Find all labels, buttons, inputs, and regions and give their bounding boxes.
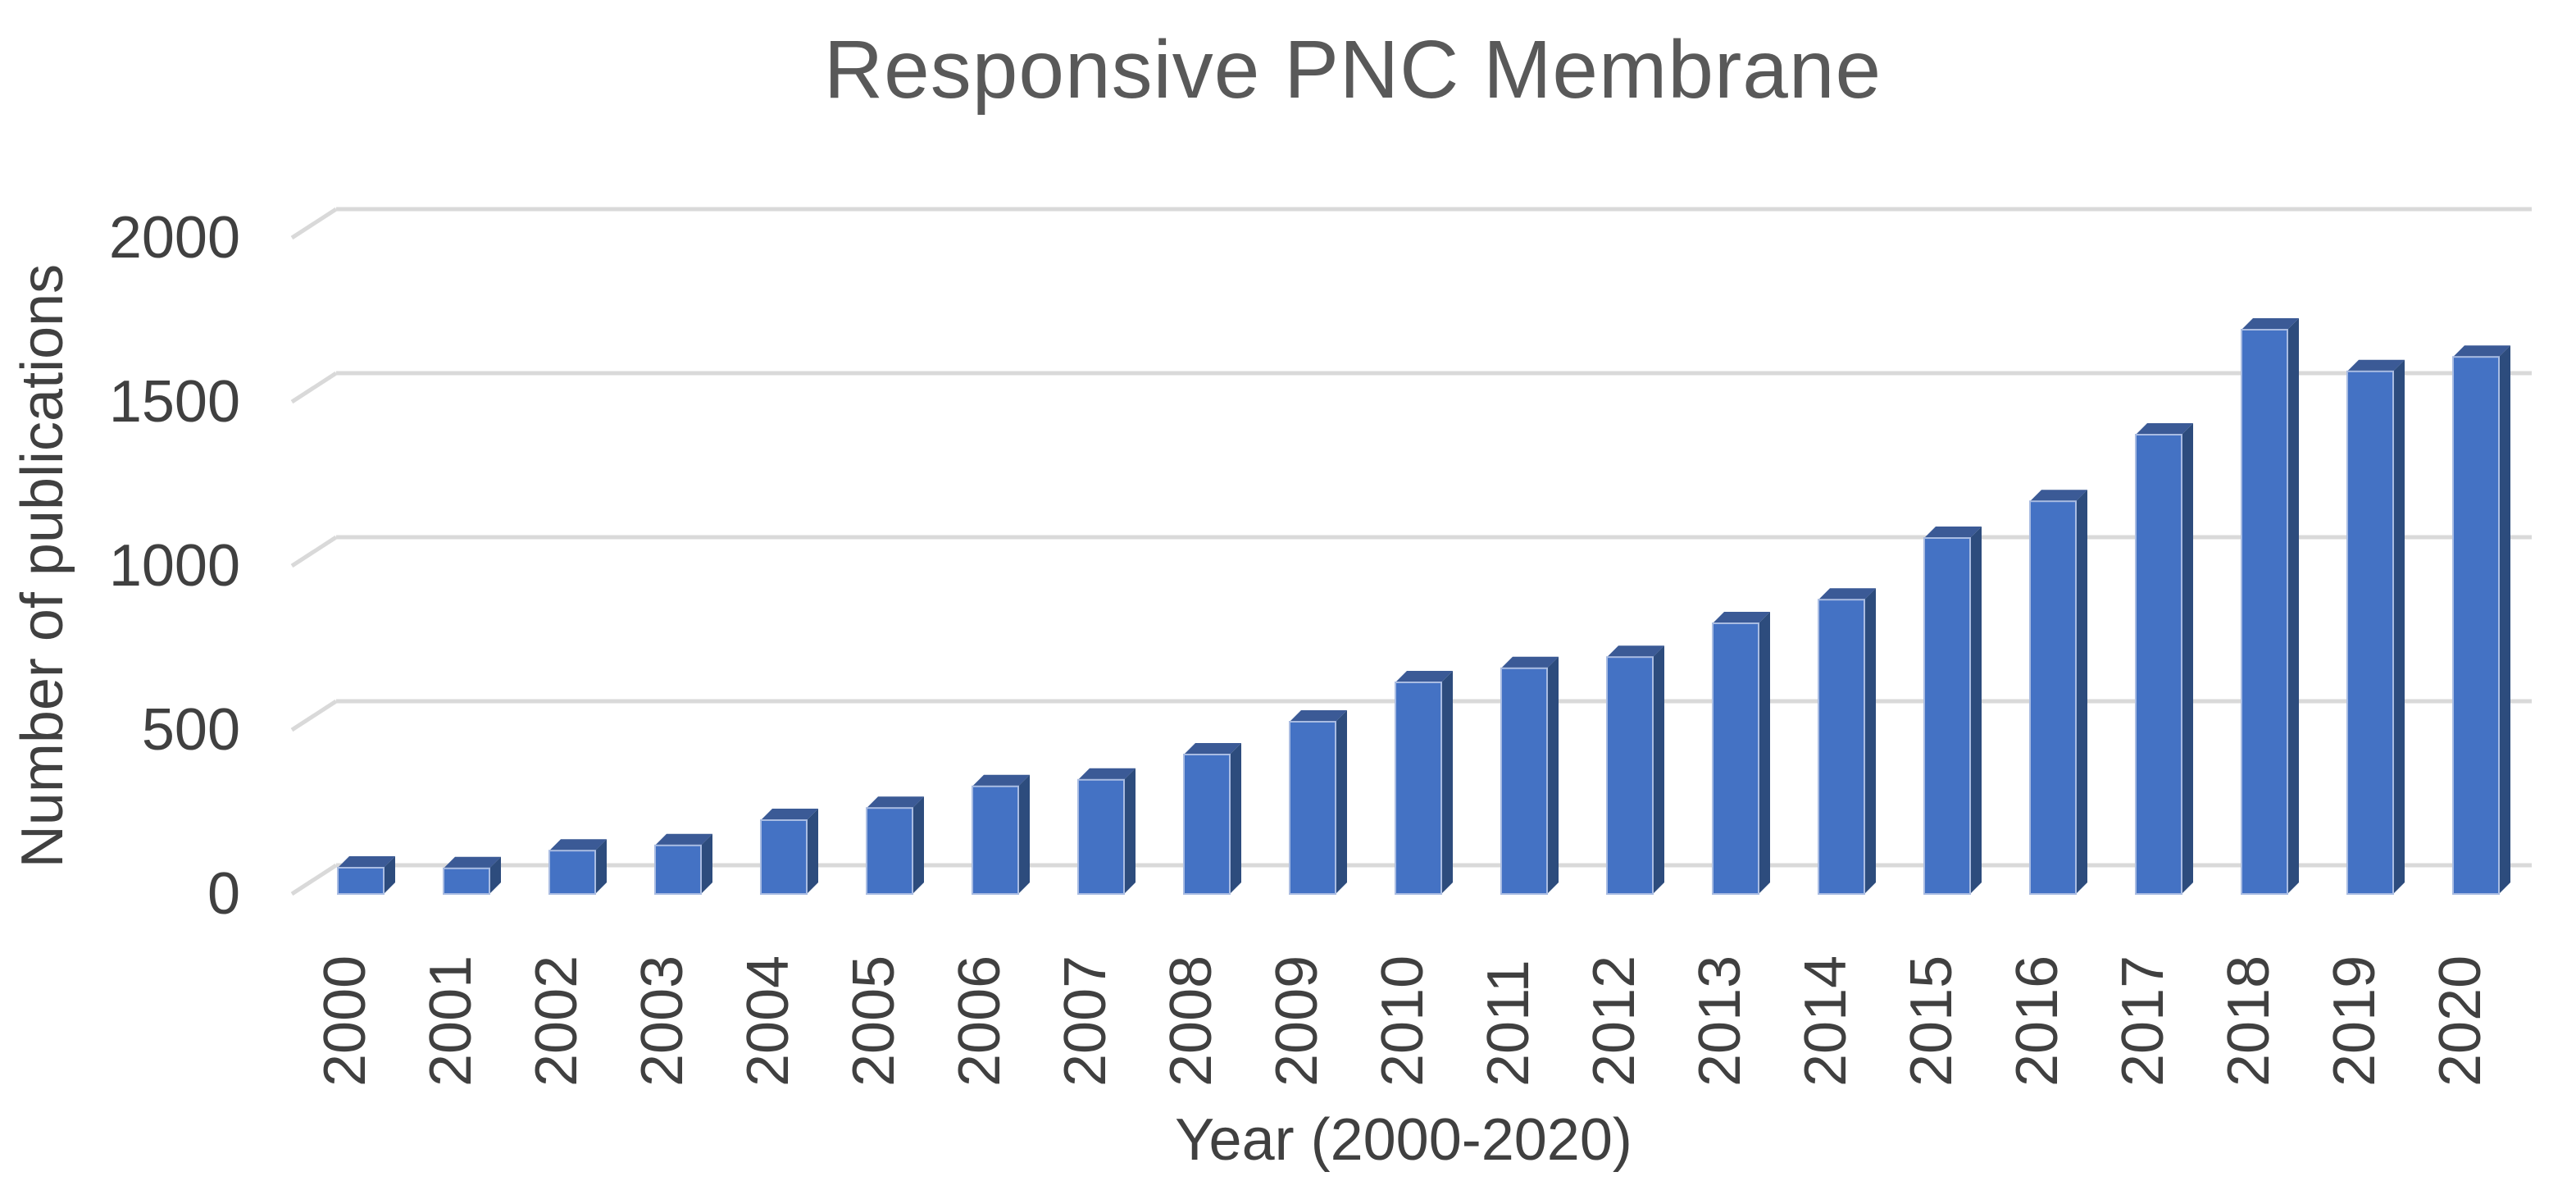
x-tick-label: 2003 <box>630 955 695 1087</box>
bar-front <box>1818 599 1865 895</box>
bar-top <box>1713 612 1770 623</box>
bar-top <box>1607 645 1664 658</box>
bar-front <box>2346 370 2394 895</box>
x-tick-label: 2007 <box>1053 955 1118 1087</box>
bar-top <box>655 833 712 846</box>
gridline-leadin <box>290 207 338 240</box>
bar-front <box>1289 721 1336 895</box>
bar-front <box>1606 656 1654 895</box>
bar-side <box>2393 359 2405 894</box>
x-tick-label: 2010 <box>1370 955 1436 1087</box>
bar-side <box>2287 318 2299 894</box>
bar-side <box>1230 743 1241 894</box>
bar-front <box>548 850 596 895</box>
x-tick-label: 2017 <box>2110 955 2176 1087</box>
bar-side <box>1864 588 1876 894</box>
bar-top <box>338 856 395 868</box>
bar-side <box>1124 768 1136 894</box>
bar-side <box>1970 527 1982 894</box>
x-tick-label: 2005 <box>841 955 907 1087</box>
x-tick-label: 2000 <box>312 955 378 1087</box>
bar-side <box>2499 345 2510 894</box>
x-tick-label: 2013 <box>1687 955 1753 1087</box>
bar-front <box>1500 667 1548 895</box>
bar-front <box>1395 682 1442 895</box>
bar-top <box>2241 318 2299 330</box>
bar-side <box>2182 423 2193 894</box>
y-tick-label: 0 <box>207 861 240 927</box>
x-tick-label: 2004 <box>735 955 801 1087</box>
bar-side <box>489 856 501 894</box>
x-tick-label: 2009 <box>1264 955 1330 1087</box>
bar-front <box>1923 537 1971 895</box>
bar-front <box>1077 778 1125 895</box>
bar-side <box>913 796 924 894</box>
bar-front <box>2452 356 2500 895</box>
bar-front <box>2241 329 2288 895</box>
x-tick-label: 2014 <box>1793 955 1859 1087</box>
bar-front <box>337 867 385 895</box>
bar-front <box>972 785 1019 895</box>
bar-side <box>1653 645 1664 894</box>
bar-front <box>866 807 913 896</box>
y-tick-label: 1500 <box>109 369 240 435</box>
bar-front <box>654 844 702 896</box>
chart-title: Responsive PNC Membrane <box>823 24 1882 116</box>
bar-side <box>701 833 712 894</box>
y-tick-label: 500 <box>142 697 240 763</box>
bar-top <box>549 839 607 851</box>
gridline-leadin <box>290 535 338 568</box>
bar-top <box>1395 671 1453 682</box>
gridline-leadin <box>290 863 338 896</box>
x-axis-title: Year (2000-2020) <box>1175 1107 1632 1173</box>
bar-top <box>2136 423 2193 435</box>
bar-front <box>760 819 808 895</box>
bar-front <box>1712 622 1759 895</box>
bar-top <box>1078 768 1136 780</box>
bar-top <box>972 774 1030 787</box>
bar-side <box>384 856 395 894</box>
bar-side <box>1441 671 1453 894</box>
x-tick-label: 2002 <box>524 955 589 1087</box>
y-tick-label: 2000 <box>109 205 240 271</box>
x-tick-label: 2020 <box>2428 955 2493 1087</box>
bar-side <box>1547 656 1559 894</box>
x-tick-label: 2018 <box>2216 955 2282 1087</box>
x-tick-label: 2011 <box>1476 960 1541 1087</box>
gridline-leadin <box>290 699 338 732</box>
bar-side <box>2076 490 2087 894</box>
x-tick-label: 2008 <box>1158 955 1224 1087</box>
bar-top <box>1818 588 1876 600</box>
x-tick-label: 2012 <box>1582 955 1647 1087</box>
bar-front <box>2029 500 2077 895</box>
bar-front <box>2135 434 2182 895</box>
x-tick-label: 2016 <box>2005 955 2070 1087</box>
x-tick-label: 2001 <box>418 955 484 1087</box>
bar-top <box>867 796 924 809</box>
y-tick-label: 1000 <box>109 533 240 599</box>
gridline-leadin <box>290 371 338 404</box>
x-tick-label: 2019 <box>2322 955 2387 1087</box>
bar-top <box>2030 490 2087 502</box>
bar-top <box>2453 345 2510 358</box>
bar-side <box>595 839 607 894</box>
bar-side <box>1018 774 1030 894</box>
bar-front <box>1183 754 1231 895</box>
bar-front <box>443 867 490 896</box>
bar-top <box>761 809 818 820</box>
x-tick-label: 2006 <box>947 955 1013 1087</box>
bar-top <box>1501 656 1559 668</box>
bar-top <box>2347 359 2405 372</box>
bar-side <box>807 809 818 894</box>
bar-side <box>1759 612 1770 894</box>
bar-side <box>1336 710 1347 894</box>
bar-top <box>1924 527 1982 538</box>
bar-top <box>444 856 501 869</box>
bar-top <box>1290 710 1347 722</box>
bar-top <box>1184 743 1241 755</box>
x-tick-label: 2015 <box>1899 955 1964 1087</box>
